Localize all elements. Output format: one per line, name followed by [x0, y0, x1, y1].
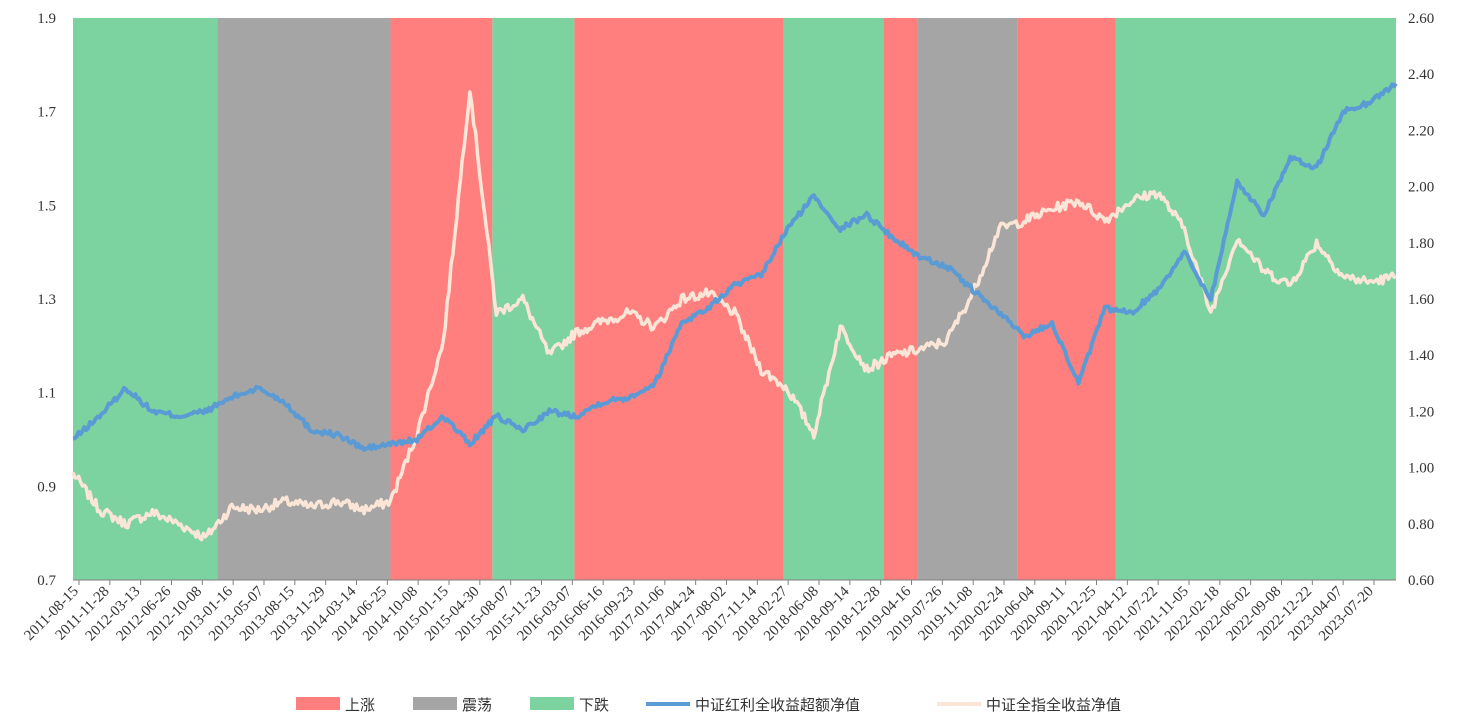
regime-band-down: [492, 18, 575, 580]
series-lines: [71, 82, 1398, 542]
right-axis-tick-label: 0.60: [1408, 573, 1434, 589]
regime-band-flat: [217, 18, 391, 580]
regime-band-down: [1115, 18, 1396, 580]
left-axis-tick-label: 1.1: [37, 386, 56, 402]
right-axis-tick-label: 2.20: [1408, 123, 1434, 139]
legend-swatch-up: [296, 697, 340, 710]
regime-band-down: [73, 18, 218, 580]
regime-bands: [73, 18, 1396, 580]
right-axis-tick-label: 2.00: [1408, 180, 1434, 196]
right-axis-tick-label: 1.60: [1408, 292, 1434, 308]
left-axis-tick-label: 1.5: [37, 198, 56, 214]
left-axis-tick-label: 1.3: [37, 292, 56, 308]
right-axis-tick-label: 1.40: [1408, 348, 1434, 364]
right-axis-tick-label: 0.80: [1408, 517, 1434, 533]
left-axis-tick-label: 1.7: [37, 105, 56, 121]
legend-label: 下跌: [579, 696, 609, 714]
left-axis-tick-label: 0.7: [37, 573, 56, 589]
right-axis-tick-label: 1.20: [1408, 404, 1434, 420]
right-axis-tick-label: 1.80: [1408, 236, 1434, 252]
legend: 上涨 震荡 下跌 中证红利全收益超额净值 中证全指全收益净值: [296, 696, 1121, 714]
right-axis-tick-label: 2.40: [1408, 67, 1434, 83]
regime-band-up: [574, 18, 784, 580]
x-axis-ticks: 2011-08-152011-11-282012-03-132012-06-26…: [21, 580, 1377, 644]
regime-band-up: [883, 18, 918, 580]
regime-band-up: [1017, 18, 1116, 580]
legend-label: 上涨: [345, 696, 375, 714]
legend-label: 中证红利全收益超额净值: [695, 696, 860, 714]
right-axis-tick-label: 2.60: [1408, 11, 1434, 27]
legend-label: 中证全指全收益净值: [986, 696, 1121, 714]
regime-band-up: [390, 18, 493, 580]
legend-label: 震荡: [462, 696, 492, 714]
series-line-index-total-return: [71, 90, 1397, 542]
regime-band-down: [783, 18, 884, 580]
left-axis-tick-label: 0.9: [37, 479, 56, 495]
right-axis-tick-label: 1.00: [1408, 461, 1434, 477]
legend-swatch-flat: [413, 697, 457, 710]
regime-band-flat: [917, 18, 1018, 580]
legend-swatch-down: [530, 697, 574, 710]
left-axis-tick-label: 1.9: [37, 11, 56, 27]
series-line-dividend-excess: [72, 82, 1398, 452]
right-axis-ticks: 0.60 0.80 1.00 1.20 1.40 1.60 1.80 2.00 2.20 2.40…: [1408, 11, 1434, 589]
left-axis-ticks: 0.7 0.9 1.1 1.3 1.5 1.7 1.9: [37, 11, 56, 589]
